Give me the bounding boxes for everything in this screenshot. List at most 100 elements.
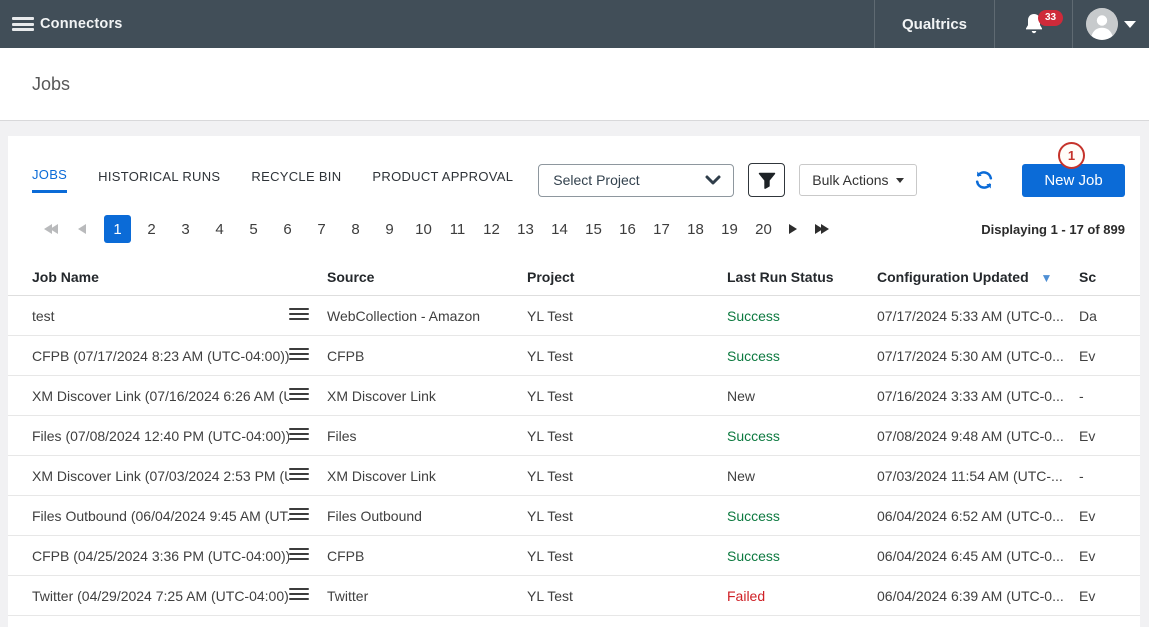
pagination-prev-button[interactable] [72, 224, 92, 234]
pagination-page-2[interactable]: 2 [147, 220, 156, 238]
pagination-page-15[interactable]: 15 [585, 220, 602, 238]
row-actions-menu-icon[interactable] [289, 385, 309, 403]
row-actions-menu-icon[interactable] [289, 425, 309, 443]
caret-down-icon [895, 178, 904, 183]
row-actions-menu-icon[interactable] [289, 305, 309, 323]
config-updated-cell: 06/04/2024 6:52 AM (UTC-0... [877, 507, 1064, 524]
table-row: Files (07/08/2024 12:40 PM (UTC-04:00)) … [8, 416, 1140, 456]
pagination-page-6[interactable]: 6 [283, 220, 292, 238]
table-row: XM Discover Link (07/03/2024 2:53 PM (U.… [8, 456, 1140, 496]
tab-jobs[interactable]: JOBS [32, 167, 68, 193]
table-row: XM Discover Link (07/16/2024 6:26 AM (U.… [8, 376, 1140, 416]
pagination-page-14[interactable]: 14 [551, 220, 568, 238]
config-updated-cell: 06/04/2024 6:45 AM (UTC-0... [877, 547, 1064, 564]
pagination-page-19[interactable]: 19 [721, 220, 738, 238]
status-cell: Success [727, 308, 877, 324]
job-name: Twitter (04/29/2024 7:25 AM (UTC-04:00)) [32, 587, 289, 604]
table-row: CFPB (07/17/2024 8:23 AM (UTC-04:00)) CF… [8, 336, 1140, 376]
row-menu-cell [289, 545, 327, 566]
job-name-cell: XM Discover Link (07/03/2024 2:53 PM (U.… [8, 468, 289, 484]
new-job-wrap: 1 New Job [1022, 141, 1125, 197]
status-cell: New [727, 388, 877, 404]
row-menu-cell [289, 465, 327, 486]
header-gap [0, 121, 1149, 136]
job-name-cell: Twitter (04/29/2024 7:25 AM (UTC-04:00)) [8, 588, 289, 604]
sort-descending-icon: ▼ [1040, 270, 1053, 285]
status-badge: Success [727, 307, 780, 324]
status-cell: Failed [727, 588, 877, 604]
row-actions-menu-icon[interactable] [289, 545, 309, 563]
pagination-next-button[interactable] [783, 224, 803, 234]
job-name-cell: CFPB (07/17/2024 8:23 AM (UTC-04:00)) [8, 348, 289, 364]
pagination-page-12[interactable]: 12 [483, 220, 500, 238]
tab-product-approval[interactable]: PRODUCT APPROVAL [372, 168, 514, 184]
row-actions-menu-icon[interactable] [289, 505, 309, 523]
pagination-page-10[interactable]: 10 [415, 220, 432, 238]
project-cell: YL Test [527, 507, 573, 524]
notifications-button[interactable]: 33 [994, 0, 1072, 48]
pagination-page-1[interactable]: 1 [104, 215, 131, 243]
pagination-page-17[interactable]: 17 [653, 220, 670, 238]
pagination-page-20[interactable]: 20 [755, 220, 772, 238]
source-cell: CFPB [327, 347, 365, 364]
project-cell: YL Test [527, 347, 573, 364]
project-cell: YL Test [527, 427, 573, 444]
status-badge: Success [727, 427, 780, 444]
job-name-cell: Files (07/08/2024 12:40 PM (UTC-04:00)) [8, 428, 289, 444]
pagination: 1 2 3 4 5 6 7 8 9 10 11 12 13 14 15 16 17 18 19 20 Displayi… [8, 198, 1140, 244]
config-updated-cell: 07/16/2024 3:33 AM (UTC-0... [877, 387, 1064, 404]
pagination-page-4[interactable]: 4 [215, 220, 224, 238]
pagination-page-8[interactable]: 8 [351, 220, 360, 238]
project-select[interactable]: Select Project [538, 163, 735, 197]
table-body: test WebCollection - Amazon YL Test Succ… [8, 296, 1140, 616]
schedule-cell: Da [1079, 307, 1097, 324]
status-cell: Success [727, 508, 877, 524]
page-header: Jobs [0, 48, 1149, 121]
pagination-page-9[interactable]: 9 [385, 220, 394, 238]
column-header-project: Project [527, 268, 575, 285]
hamburger-bars [12, 15, 34, 34]
brand-label: Qualtrics [874, 0, 994, 48]
status-cell: Success [727, 348, 877, 364]
pagination-page-11[interactable]: 11 [449, 220, 466, 238]
hamburger-menu-icon[interactable] [0, 15, 46, 34]
table-row: Files Outbound (06/04/2024 9:45 AM (UT..… [8, 496, 1140, 536]
schedule-cell: Ev [1079, 587, 1096, 604]
pagination-page-3[interactable]: 3 [181, 220, 190, 238]
new-job-button[interactable]: New Job [1022, 163, 1125, 197]
tab-historical-runs[interactable]: HISTORICAL RUNS [98, 168, 221, 184]
filter-button[interactable] [748, 163, 786, 197]
row-menu-cell [289, 585, 327, 606]
toolbar: JOBS HISTORICAL RUNS RECYCLE BIN PRODUCT… [8, 136, 1140, 198]
pagination-pages: 1 2 3 4 5 6 7 8 9 10 11 12 13 14 15 16 17 18 19 20 [104, 215, 777, 243]
filter-funnel-icon [758, 172, 775, 189]
job-name-cell: Files Outbound (06/04/2024 9:45 AM (UT..… [8, 508, 289, 524]
row-actions-menu-icon[interactable] [289, 465, 309, 483]
pagination-last-button[interactable] [809, 224, 835, 234]
top-bar: Connectors Qualtrics 33 [0, 0, 1149, 48]
pagination-page-16[interactable]: 16 [619, 220, 636, 238]
app-title: Connectors [40, 16, 123, 32]
refresh-icon[interactable] [974, 170, 994, 190]
account-menu[interactable] [1072, 0, 1149, 48]
source-cell: WebCollection - Amazon [327, 307, 481, 324]
project-select-value: Select Project [553, 172, 640, 188]
table-row: test WebCollection - Amazon YL Test Succ… [8, 296, 1140, 336]
column-header-last-run-status: Last Run Status [727, 268, 834, 285]
pagination-page-13[interactable]: 13 [517, 220, 534, 238]
pagination-first-button[interactable] [38, 224, 64, 234]
topbar-right: Qualtrics 33 [874, 0, 1149, 48]
row-actions-menu-icon[interactable] [289, 585, 309, 603]
pagination-page-5[interactable]: 5 [249, 220, 258, 238]
column-header-schedule-truncated: Sc [1079, 268, 1097, 285]
job-name: Files Outbound (06/04/2024 9:45 AM (UT..… [32, 507, 289, 524]
pagination-page-7[interactable]: 7 [317, 220, 326, 238]
tab-recycle-bin[interactable]: RECYCLE BIN [251, 168, 342, 184]
pagination-page-18[interactable]: 18 [687, 220, 704, 238]
bulk-actions-button[interactable]: Bulk Actions [799, 164, 917, 196]
column-header-configuration-updated[interactable]: Configuration Updated ▼ [877, 269, 1079, 285]
status-badge: Success [727, 547, 780, 564]
config-updated-cell: 07/17/2024 5:30 AM (UTC-0... [877, 347, 1064, 364]
job-name-cell: XM Discover Link (07/16/2024 6:26 AM (U.… [8, 388, 289, 404]
row-actions-menu-icon[interactable] [289, 345, 309, 363]
